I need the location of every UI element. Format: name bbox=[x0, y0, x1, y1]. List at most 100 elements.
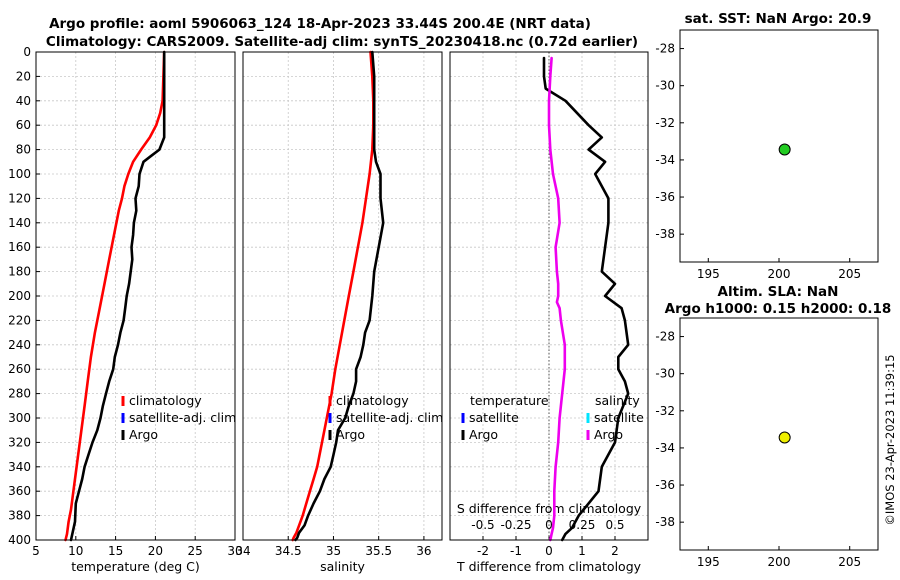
sst_map-lat-tick-label: -34 bbox=[655, 153, 675, 167]
salinity-xtick-label: 35 bbox=[326, 544, 341, 558]
salinity-xtick-label: 35.5 bbox=[365, 544, 392, 558]
depth-tick-label: 260 bbox=[8, 362, 31, 376]
sst-map-title: sat. SST: NaN Argo: 20.9 bbox=[685, 11, 872, 27]
depth-tick-label: 300 bbox=[8, 411, 31, 425]
depth-tick-label: 140 bbox=[8, 216, 31, 230]
depth-tick-label: 160 bbox=[8, 240, 31, 254]
temperature-axes-frame bbox=[35, 51, 236, 541]
difference-xtick-label: 2 bbox=[611, 544, 619, 558]
sla_map-lon-tick-label: 200 bbox=[768, 555, 791, 569]
depth-tick-label: 180 bbox=[8, 265, 31, 279]
depth-tick-label: 360 bbox=[8, 484, 31, 498]
t-difference-line bbox=[542, 56, 630, 542]
depth-tick-label: 60 bbox=[16, 118, 31, 132]
depth-tick-label: 80 bbox=[16, 143, 31, 157]
salinity-legend-label-0: climatology bbox=[336, 393, 409, 408]
figure-title-line1: Argo profile: aoml 5906063_124 18-Apr-20… bbox=[49, 16, 591, 32]
difference-xtick-label: -2 bbox=[477, 544, 489, 558]
depth-tick-label: 340 bbox=[8, 460, 31, 474]
temperature-panel: 0 20 40 60 80 100 120 140 160 180 200 220 240 260 280 3… bbox=[8, 45, 243, 574]
temperature-xtick-label: 10 bbox=[68, 544, 83, 558]
depth-tick-label: 280 bbox=[8, 387, 31, 401]
s-diff-axis-label: S difference from climatology bbox=[457, 501, 642, 516]
depth-tick-label: 20 bbox=[16, 69, 31, 83]
sla_map-lon-tick-label: 205 bbox=[838, 555, 861, 569]
legend-salinity-label-0: satellite bbox=[594, 410, 644, 425]
depth-tick-label: 200 bbox=[8, 289, 31, 303]
temperature-xtick-label: 15 bbox=[108, 544, 123, 558]
panels: 0204060801001201401601802002202402602803… bbox=[8, 29, 879, 574]
difference-xtick-label: 0 bbox=[545, 544, 553, 558]
depth-tick-label: 320 bbox=[8, 435, 31, 449]
temperature-argo-line bbox=[69, 50, 166, 542]
difference-xtick-label: -1 bbox=[510, 544, 522, 558]
legend-temperature-label-1: Argo bbox=[469, 427, 498, 442]
sla_map-panel: -28 -30 -32 -34 -36 -38 195 200 205 bbox=[655, 330, 861, 569]
legend-temperature-label-0: satellite bbox=[469, 410, 519, 425]
temperature-xlabel: temperature (deg C) bbox=[71, 559, 200, 574]
sla_map-lat-tick-label: -38 bbox=[655, 515, 675, 529]
salinity-climatology-line bbox=[291, 50, 375, 542]
sla_map-lat-tick-label: -28 bbox=[655, 330, 675, 344]
depth-tick-label: 400 bbox=[8, 533, 31, 547]
depth-tick-label: 220 bbox=[8, 313, 31, 327]
salinity-panel: 34 34.5 35 35.5 36 salinity climatology satelli… bbox=[235, 50, 443, 574]
difference-panel: -2 -1 0 1 2T difference from climatology -0.5… bbox=[450, 52, 648, 574]
depth-tick-label: 40 bbox=[16, 94, 31, 108]
depth-tick-label: 120 bbox=[8, 191, 31, 205]
s-diff-tick-label: 0 bbox=[545, 518, 553, 532]
salinity-argo-line bbox=[294, 50, 385, 542]
sst_map-lon-tick-label: 195 bbox=[697, 267, 720, 281]
difference-axes-frame bbox=[449, 51, 649, 541]
copyright-stamp: ©IMOS 23-Apr-2023 11:39:15 bbox=[883, 354, 897, 525]
sst_map-lat-tick-label: -38 bbox=[655, 227, 675, 241]
sla-map-title-line2: Argo h1000: 0.15 h2000: 0.18 bbox=[665, 301, 892, 317]
temperature-xtick-label: 30 bbox=[227, 544, 242, 558]
temperature-xtick-label: 20 bbox=[148, 544, 163, 558]
sla_map-lat-tick-label: -30 bbox=[655, 367, 675, 381]
legend-salinity-label-1: Argo bbox=[594, 427, 623, 442]
sst_map-lat-tick-label: -36 bbox=[655, 190, 675, 204]
sst_map-lat-tick-label: -32 bbox=[655, 116, 675, 130]
salinity-xtick-label: 34.5 bbox=[275, 544, 302, 558]
temperature-xtick-label: 5 bbox=[32, 544, 40, 558]
salinity-xlabel: salinity bbox=[320, 559, 365, 574]
s-diff-tick-label: -0.5 bbox=[471, 518, 494, 532]
sst_map-lon-tick-label: 200 bbox=[768, 267, 791, 281]
temperature-climatology-line bbox=[64, 50, 166, 542]
sst_map-lat-tick-label: -28 bbox=[655, 42, 675, 56]
salinity-xtick-label: 36 bbox=[416, 544, 431, 558]
sla-map-title-line1: Altim. SLA: NaN bbox=[718, 284, 839, 300]
sst_map-panel: -28 -30 -32 -34 -36 -38 195 200 205 bbox=[655, 42, 861, 281]
s-difference-line bbox=[547, 56, 567, 542]
salinity-xtick-label: 34 bbox=[235, 544, 250, 558]
sla_map-lon-tick-label: 195 bbox=[697, 555, 720, 569]
sla_map-lat-tick-label: -32 bbox=[655, 404, 675, 418]
depth-tick-label: 240 bbox=[8, 338, 31, 352]
salinity-legend-label-2: Argo bbox=[336, 427, 365, 442]
sla_map-axes-frame bbox=[679, 317, 879, 551]
difference-xlabel: T difference from climatology bbox=[456, 559, 642, 574]
difference-xtick-label: 1 bbox=[578, 544, 586, 558]
s-diff-tick-label: -0.25 bbox=[500, 518, 531, 532]
salinity-axes-frame bbox=[242, 51, 443, 541]
sst_map-lat-tick-label: -30 bbox=[655, 79, 675, 93]
depth-tick-label: 100 bbox=[8, 167, 31, 181]
legend-salinity-title: salinity bbox=[595, 393, 640, 408]
depth-tick-label: 0 bbox=[23, 45, 31, 59]
salinity-legend-label-1: satellite-adj. clim bbox=[336, 410, 443, 425]
sst_map-lon-tick-label: 205 bbox=[838, 267, 861, 281]
temperature-legend-label-0: climatology bbox=[129, 393, 202, 408]
figure-title-line2: Climatology: CARS2009. Satellite-adj cli… bbox=[46, 34, 638, 50]
temperature-legend-label-1: satellite-adj. clim bbox=[129, 410, 236, 425]
legend-temperature-title: temperature bbox=[470, 393, 549, 408]
sla_map-lat-tick-label: -36 bbox=[655, 478, 675, 492]
temperature-xtick-label: 25 bbox=[188, 544, 203, 558]
sla_map-profile-marker bbox=[778, 431, 791, 444]
sla_map-lat-tick-label: -34 bbox=[655, 441, 675, 455]
depth-tick-label: 380 bbox=[8, 509, 31, 523]
s-diff-tick-label: 0.5 bbox=[605, 518, 624, 532]
sst_map-profile-marker bbox=[778, 143, 791, 156]
temperature-legend-label-2: Argo bbox=[129, 427, 158, 442]
